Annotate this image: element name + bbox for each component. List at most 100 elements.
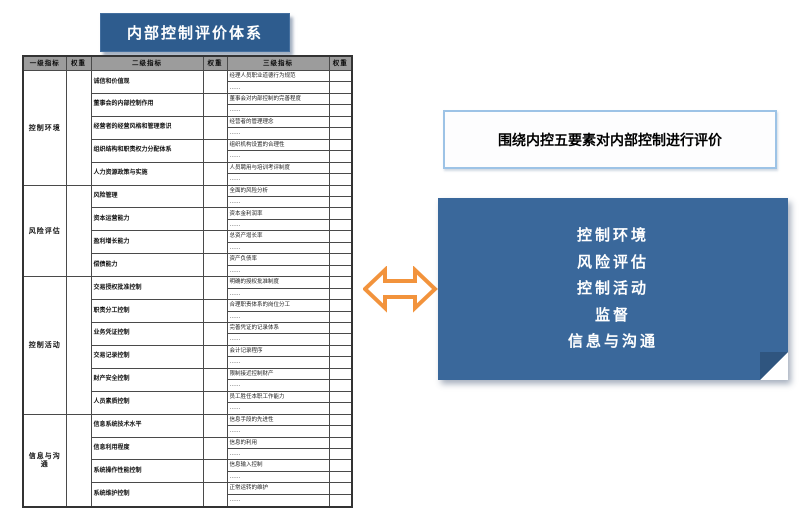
level3-indicator-cell: …… [226,310,330,323]
level2-weight-cell [202,207,228,232]
level1-indicator-cell: 风险评估 [22,184,67,278]
headline-text: 围绕内控五要素对内部控制进行评价 [498,132,722,149]
header-cell: 一级指标 [22,55,67,71]
level3-weight-cell [328,81,353,94]
table-row: 交易记录控制 会计记录程序 [23,344,353,369]
element-item: 风险评估 [576,252,649,271]
table-row: …… [23,241,353,255]
level2-weight-cell [202,436,228,461]
level3-weight-cell [328,379,353,392]
level2-weight-cell [202,321,228,346]
header-cell: 权重 [328,55,353,71]
level2-weight-cell [202,276,228,301]
element-item: 监督 [594,305,631,324]
level3-weight-cell [328,470,353,484]
level3-indicator-cell: 合理职责体系的岗位分工 [226,299,330,312]
level2-indicator-cell: 系统操作性能控制 [90,459,204,484]
indicator-table-body: 控制环境 诚信和价值观 经理人员职业道德行为规范…… 董事会的内部控制作用 董事会对内部… [22,69,353,508]
level2-weight-cell [202,92,228,117]
level2-indicator-cell: 盈利增长能力 [90,230,204,255]
level3-weight-cell [328,459,353,472]
table-row: 信息利用程度 信息的利用 [23,436,353,461]
level2-weight-cell [202,413,228,438]
level2-indicator-cell: 人力资源政策与实施 [90,161,204,186]
level3-weight-cell [328,299,353,312]
header-cell: 二级指标 [90,55,204,71]
level3-indicator-cell: 总资产增长率 [226,230,330,243]
table-row: …… [23,356,353,369]
level3-weight-cell [328,276,353,289]
level1-weight-cell [65,70,92,186]
level3-weight-cell [328,356,353,369]
level3-indicator-cell: 人员聘用与培训考评制度 [226,161,330,175]
level1-indicator-cell: 信息与沟通 [22,413,67,508]
level3-weight-cell [328,195,353,209]
level3-weight-cell [328,184,353,198]
level3-weight-cell [328,230,353,243]
level3-weight-cell [328,482,353,495]
headline-box: 围绕内控五要素对内部控制进行评价 [443,110,777,169]
level2-indicator-cell: 信息系统技术水平 [90,413,204,438]
level3-indicator-cell: …… [226,173,330,186]
level1-indicator-cell: 控制环境 [22,70,67,186]
level2-weight-cell [202,115,228,140]
level2-weight-cell [202,367,228,392]
level3-weight-cell [328,367,353,381]
level3-indicator-cell: …… [226,356,330,369]
header-cell: 三级指标 [226,55,330,71]
level3-weight-cell [328,92,353,106]
level3-indicator-cell: 信息的利用 [226,436,330,449]
five-elements-list: 控制环境风险评估控制活动监督信息与沟通 [438,222,788,355]
table-row: …… [23,264,353,278]
level3-indicator-cell: …… [226,218,330,232]
table-row: …… [23,104,353,117]
table-row: 控制环境 诚信和价值观 经理人员职业道德行为规范 [22,69,353,186]
element-item: 控制活动 [576,279,649,297]
level1-indicator-cell: 控制活动 [22,276,67,415]
level3-indicator-cell: …… [226,447,330,461]
element-item: 控制环境 [576,226,649,244]
level3-weight-cell [328,493,353,508]
level3-indicator-cell: …… [226,379,330,392]
level3-weight-cell [328,402,353,415]
level3-weight-cell [328,287,353,301]
level3-indicator-cell: …… [226,493,330,508]
level3-weight-cell [328,413,353,427]
level3-weight-cell [328,138,353,152]
level3-indicator-cell: …… [226,195,330,209]
level3-weight-cell [328,425,353,438]
indicator-table: 一级指标 权重 二级指标 权重 三级指标 权重 控制环境 诚信和价值观 经理人员职业道德行为规… [22,55,353,508]
table-row: …… [23,379,353,392]
level3-weight-cell [328,253,353,266]
level2-indicator-cell: 经营者的经营风格和管理意识 [90,115,204,140]
level3-indicator-cell: 资本金利润率 [226,207,330,220]
header-cell: 权重 [65,55,92,71]
level3-weight-cell [328,447,353,461]
level3-weight-cell [328,115,353,129]
header-row: 一级指标 权重 二级指标 权重 三级指标 权重 [22,55,353,71]
level1-weight-cell [65,276,92,415]
element-item: 信息与沟通 [567,332,658,350]
indicator-table-wrap: 一级指标 权重 二级指标 权重 三级指标 权重 控制环境 诚信和价值观 经理人员职业道德行为规… [22,55,353,508]
table-row: …… [23,310,353,323]
table-row: 人员素质控制 员工胜任本职工作能力 [23,390,353,415]
level3-indicator-cell: 经理人员职业道德行为规范 [226,69,330,83]
level3-indicator-cell: 经营者的管理理念 [226,115,330,129]
table-row: 风险评估 风险管理 全面的风险分析 [22,184,353,278]
level3-weight-cell [328,264,353,278]
level3-weight-cell [328,436,353,449]
level3-indicator-cell: 董事会对内部控制的完善程度 [226,92,330,106]
level3-indicator-cell: …… [226,287,330,301]
level2-indicator-cell: 诚信和价值观 [90,70,204,94]
level3-indicator-cell: 正常运转的维护 [226,482,330,495]
table-row: …… [23,425,353,438]
level3-indicator-cell: 组织机构设置的合理性 [226,138,330,152]
level2-indicator-cell: 人员素质控制 [90,390,204,415]
level3-indicator-cell: 员工胜任本职工作能力 [226,390,330,404]
level2-weight-cell [202,344,228,369]
level3-weight-cell [328,207,353,220]
table-row: …… [23,493,353,508]
table-row: 资本运营能力 资本金利润率 [23,207,353,232]
level3-indicator-cell: 完善凭证的记录体系 [226,321,330,335]
table-row: 人力资源政策与实施 人员聘用与培训考评制度 [23,161,353,186]
